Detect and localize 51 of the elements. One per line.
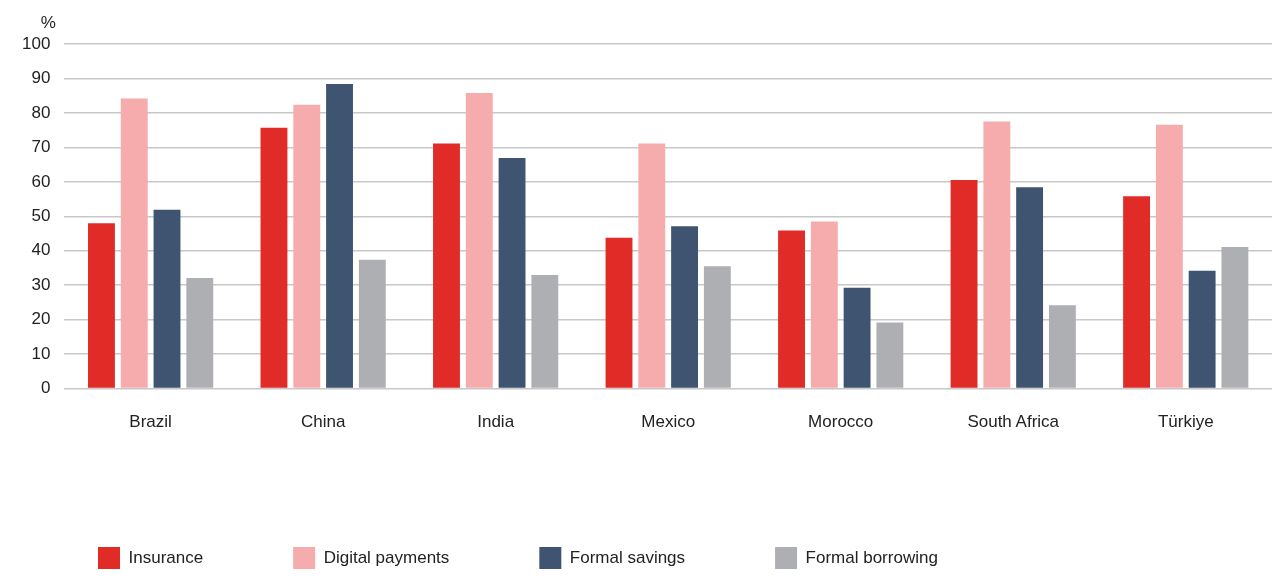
bar [671, 226, 699, 388]
bar [983, 121, 1011, 388]
bar [120, 98, 148, 388]
bar [876, 322, 904, 388]
bar [326, 83, 353, 388]
bar [950, 180, 978, 388]
bar [186, 277, 214, 388]
y-tick-label: 20 [31, 309, 51, 329]
bar [1123, 196, 1151, 388]
y-tick-label: 40 [31, 240, 51, 260]
bar [433, 143, 460, 388]
y-tick-label: 70 [31, 137, 51, 157]
legend-label: Insurance [128, 547, 204, 567]
x-tick-label: Mexico [641, 412, 696, 432]
bar [1155, 124, 1183, 388]
bar [531, 274, 559, 388]
y-tick-label: 10 [31, 343, 51, 363]
bar [293, 104, 321, 388]
x-tick-label: Morocco [808, 412, 874, 432]
bar [465, 92, 493, 388]
bar [1221, 246, 1249, 388]
y-tick-label: 50 [31, 205, 51, 225]
legend-label: Formal borrowing [805, 547, 938, 567]
bar [843, 287, 871, 388]
bar [358, 259, 386, 388]
legend-label: Digital payments [323, 547, 450, 567]
y-tick-label: 100 [21, 33, 51, 53]
bar [1016, 187, 1044, 388]
x-tick-label: Brazil [129, 412, 172, 432]
y-tick-label: 30 [31, 274, 51, 294]
legend-label: Formal savings [569, 547, 686, 567]
bar [260, 127, 288, 388]
bar [778, 230, 805, 388]
bar [1048, 305, 1076, 388]
bar [498, 158, 526, 388]
bar [703, 266, 731, 388]
bar [638, 143, 666, 388]
bar [153, 209, 181, 388]
y-tick-label: 90 [31, 68, 51, 88]
bar [88, 223, 115, 388]
x-tick-label: South Africa [967, 412, 1060, 432]
y-tick-label: 0 [40, 378, 51, 398]
x-tick-label: India [477, 412, 515, 432]
bar [810, 221, 838, 388]
bar [1188, 270, 1216, 388]
y-tick-label: 60 [31, 171, 51, 191]
y-tick-label: 80 [31, 102, 51, 122]
x-tick-label: Türkiye [1157, 412, 1214, 432]
bar [605, 237, 633, 388]
y-axis-title: % [40, 13, 56, 33]
x-tick-label: China [300, 412, 346, 432]
